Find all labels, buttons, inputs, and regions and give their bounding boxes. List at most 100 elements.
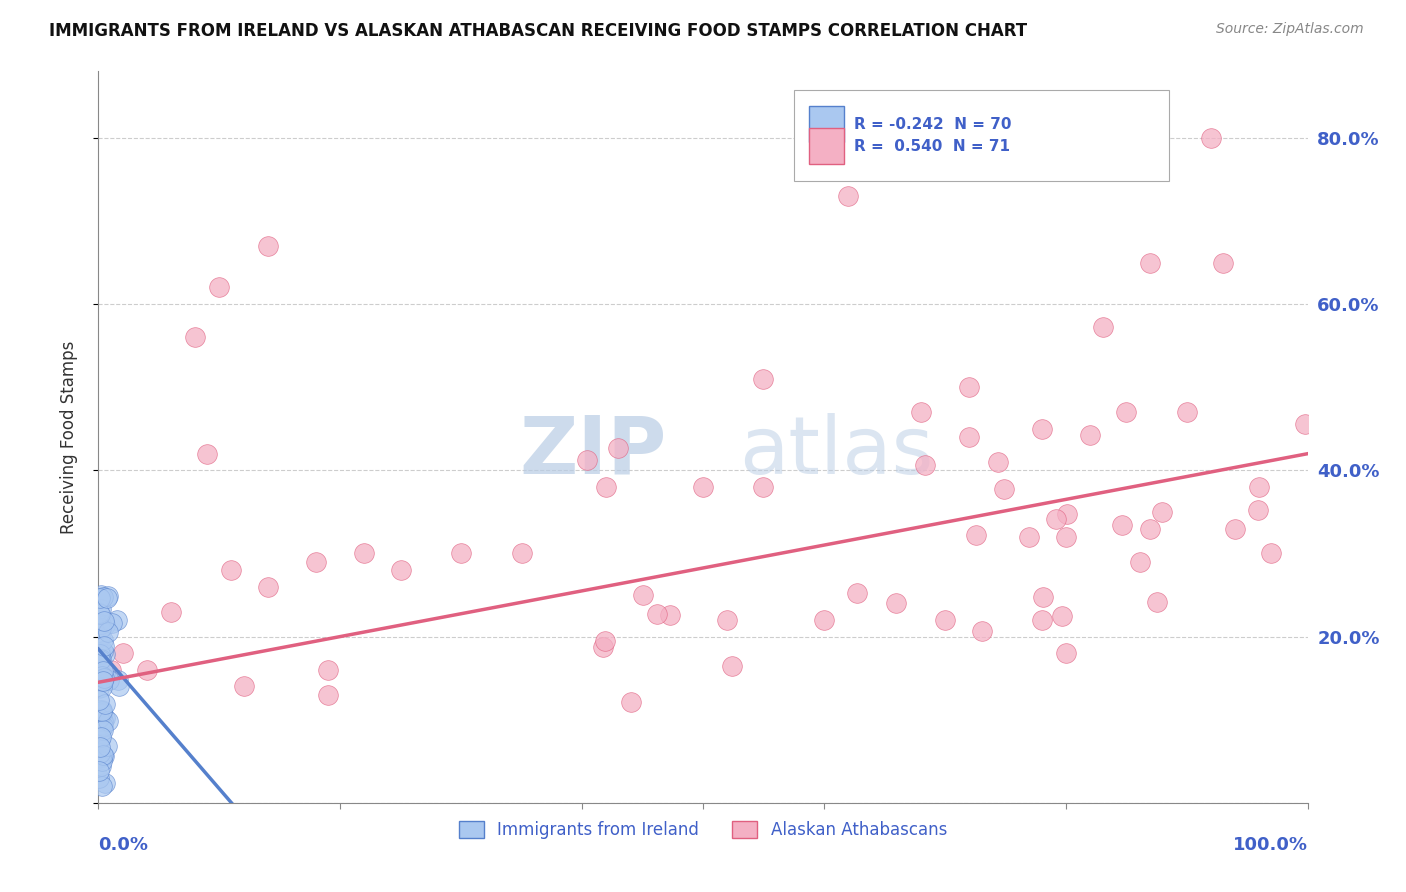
Point xyxy=(90,750,112,764)
Point xyxy=(1032,590,1054,604)
Point xyxy=(107,673,129,687)
Point xyxy=(91,718,114,732)
Point xyxy=(91,714,114,728)
Point xyxy=(89,693,111,707)
Point xyxy=(97,589,120,603)
Point xyxy=(91,644,114,658)
Point xyxy=(93,647,115,661)
Point xyxy=(98,673,121,688)
Point xyxy=(1146,595,1168,609)
Point xyxy=(91,779,114,793)
Point xyxy=(90,673,112,688)
Point xyxy=(987,455,1010,469)
Point xyxy=(87,705,110,719)
Point xyxy=(87,764,110,778)
Point xyxy=(90,704,112,718)
Point xyxy=(90,665,112,680)
Point xyxy=(1031,613,1053,627)
Point xyxy=(91,674,114,689)
Text: ZIP: ZIP xyxy=(519,413,666,491)
Point xyxy=(1056,507,1078,521)
Point xyxy=(1129,555,1152,569)
Point xyxy=(965,527,987,541)
Point xyxy=(692,480,714,494)
Point xyxy=(1139,521,1161,535)
Point xyxy=(353,546,375,560)
Point xyxy=(1115,405,1137,419)
Point xyxy=(631,588,654,602)
Point xyxy=(89,733,111,747)
Point xyxy=(89,591,111,606)
Point xyxy=(87,606,110,620)
Point xyxy=(89,630,111,644)
Point xyxy=(93,640,115,654)
Point xyxy=(645,607,668,621)
Point xyxy=(90,759,112,773)
Text: atlas: atlas xyxy=(740,413,934,491)
Point xyxy=(195,447,218,461)
Point xyxy=(256,580,278,594)
Point xyxy=(91,748,114,763)
Point xyxy=(1260,546,1282,560)
Point xyxy=(89,718,111,732)
Point xyxy=(94,618,117,632)
Point xyxy=(221,563,243,577)
FancyBboxPatch shape xyxy=(810,106,845,143)
FancyBboxPatch shape xyxy=(810,128,845,164)
Point xyxy=(1050,609,1073,624)
Text: R = -0.242  N = 70: R = -0.242 N = 70 xyxy=(855,117,1012,132)
Point xyxy=(595,480,617,494)
Point xyxy=(934,613,956,627)
Point xyxy=(993,482,1015,496)
Point xyxy=(1111,518,1133,533)
Point xyxy=(1247,503,1270,517)
Point xyxy=(1223,521,1246,535)
Point xyxy=(90,717,112,731)
Point xyxy=(1054,646,1077,660)
Point xyxy=(1294,417,1316,431)
Point xyxy=(90,750,112,764)
Point xyxy=(96,739,118,754)
Point xyxy=(510,546,533,560)
Point xyxy=(90,730,112,744)
Text: R =  0.540  N = 71: R = 0.540 N = 71 xyxy=(855,139,1010,153)
Point xyxy=(89,711,111,725)
Point xyxy=(93,671,115,685)
Point xyxy=(716,613,738,627)
Point xyxy=(316,663,339,677)
Point xyxy=(720,658,742,673)
Point xyxy=(316,688,339,702)
Point xyxy=(105,613,128,627)
Point xyxy=(90,706,112,720)
Text: 0.0%: 0.0% xyxy=(98,836,149,854)
Point xyxy=(1139,255,1161,269)
Point xyxy=(89,673,111,688)
Point xyxy=(450,546,472,560)
Point xyxy=(89,747,111,761)
Point xyxy=(89,740,111,755)
Point xyxy=(89,647,111,661)
Point xyxy=(101,615,124,630)
Point xyxy=(606,441,628,455)
Point xyxy=(389,563,412,577)
Point xyxy=(1175,405,1198,419)
Point xyxy=(91,680,114,694)
Point xyxy=(93,614,115,628)
Point xyxy=(89,771,111,785)
Point xyxy=(592,640,614,654)
Point xyxy=(1199,131,1222,145)
Text: 100.0%: 100.0% xyxy=(1233,836,1308,854)
Point xyxy=(659,607,682,622)
Point xyxy=(1018,530,1040,544)
Text: Source: ZipAtlas.com: Source: ZipAtlas.com xyxy=(1216,22,1364,37)
Point xyxy=(752,480,775,494)
Point xyxy=(1054,530,1077,544)
Point xyxy=(184,330,207,344)
Point xyxy=(90,754,112,768)
Point xyxy=(97,714,120,729)
FancyBboxPatch shape xyxy=(793,90,1168,181)
Point xyxy=(256,239,278,253)
Point xyxy=(90,651,112,665)
Point xyxy=(910,405,932,419)
Point xyxy=(1031,422,1053,436)
